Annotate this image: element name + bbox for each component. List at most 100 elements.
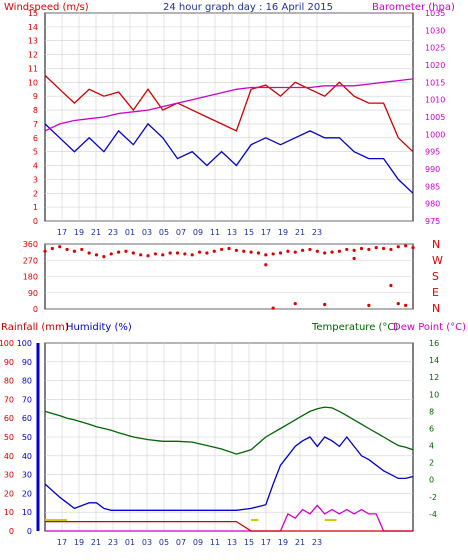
baro-tick-label: 975 bbox=[425, 217, 440, 226]
series-line-rain bbox=[45, 520, 413, 532]
lower-x-tick-label: 05 bbox=[159, 538, 169, 547]
temp-tick-label: 12 bbox=[429, 373, 439, 382]
direction-point bbox=[323, 302, 327, 307]
direction-point bbox=[43, 249, 47, 253]
lower-x-tick-label: 21 bbox=[91, 538, 101, 547]
rain-tick-label: 20 bbox=[4, 489, 14, 498]
rain-tick-label: 40 bbox=[4, 452, 14, 461]
compass-label: E bbox=[432, 286, 439, 299]
baro-tick-label: 1000 bbox=[425, 130, 445, 139]
direction-point bbox=[175, 251, 180, 255]
direction-point bbox=[87, 251, 91, 255]
wind-tick-label: 12 bbox=[28, 51, 38, 60]
baro-tick-label: 980 bbox=[425, 200, 440, 209]
wind-x-tick-label: 21 bbox=[295, 228, 305, 237]
temp-tick-label: 8 bbox=[429, 407, 434, 416]
wind-tick-label: 9 bbox=[33, 92, 38, 101]
direction-point bbox=[183, 252, 187, 256]
lower-x-tick-label: 17 bbox=[57, 538, 67, 547]
direction-point bbox=[345, 247, 349, 252]
direction-point bbox=[249, 250, 253, 254]
baro-tick-label: 990 bbox=[425, 165, 440, 174]
direction-point bbox=[286, 249, 290, 253]
wind-tick-label: 4 bbox=[33, 162, 38, 171]
wind-tick-label: 13 bbox=[28, 37, 38, 46]
wind-x-tick-label: 07 bbox=[176, 228, 186, 237]
wind-axis-label: Windspeed (m/s) bbox=[4, 2, 89, 13]
series-line-baro bbox=[44, 78, 414, 132]
wind-tick-label: 10 bbox=[28, 78, 38, 87]
direction-point bbox=[124, 249, 128, 253]
wind-x-tick-label: 13 bbox=[227, 228, 237, 237]
direction-point bbox=[411, 246, 415, 250]
rain-tick-label: 80 bbox=[4, 377, 14, 386]
temp-tick-label: 4 bbox=[429, 442, 434, 451]
direction-point bbox=[352, 256, 356, 261]
wind-x-tick-label: 17 bbox=[261, 228, 271, 237]
direction-point bbox=[72, 249, 77, 253]
direction-point bbox=[80, 247, 84, 252]
direction-point bbox=[94, 253, 99, 257]
direction-point bbox=[117, 250, 121, 254]
lower-x-tick-label: 23 bbox=[108, 538, 118, 547]
direction-point bbox=[278, 251, 283, 255]
direction-point bbox=[367, 303, 371, 307]
baro-tick-label: 1010 bbox=[425, 96, 445, 105]
baro-tick-label: 1030 bbox=[425, 26, 445, 35]
direction-point bbox=[227, 246, 231, 251]
humidity-tick-label: 100 bbox=[17, 339, 32, 348]
direction-point bbox=[301, 248, 305, 252]
series-line-wind bbox=[44, 122, 414, 194]
direction-point bbox=[271, 252, 275, 256]
wind-x-tick-label: 01 bbox=[125, 228, 135, 237]
lower-x-tick-label: 19 bbox=[278, 538, 288, 547]
wind-x-tick-label: 09 bbox=[193, 228, 203, 237]
lower-x-tick-label: 01 bbox=[125, 538, 135, 547]
wind-barometer-panel: 0123456789101112131415975980985990995100… bbox=[4, 2, 455, 237]
wind-x-tick-label: 03 bbox=[142, 228, 152, 237]
wind-x-tick-label: 19 bbox=[74, 228, 84, 237]
lower-x-tick-label: 09 bbox=[193, 538, 203, 547]
humidity-tick-label: 90 bbox=[22, 358, 32, 367]
wind-x-tick-label: 17 bbox=[57, 228, 67, 237]
rain-tick-label: 90 bbox=[4, 358, 14, 367]
baro-axis-label: Barometer (hpa) bbox=[372, 2, 455, 13]
lower-x-tick-label: 21 bbox=[295, 538, 305, 547]
direction-point bbox=[404, 244, 408, 248]
temp-tick-label: 10 bbox=[429, 390, 439, 399]
direction-point bbox=[146, 254, 150, 258]
baro-tick-label: 995 bbox=[425, 148, 440, 157]
direction-point bbox=[330, 250, 334, 254]
wind-tick-label: 7 bbox=[33, 120, 38, 129]
compass-label: N bbox=[432, 302, 440, 315]
compass-label: S bbox=[432, 270, 439, 283]
series-line-gust bbox=[44, 74, 414, 153]
lower-x-tick-label: 19 bbox=[74, 538, 84, 547]
baro-tick-label: 1035 bbox=[425, 9, 445, 18]
humidity-tick-label: 40 bbox=[22, 452, 32, 461]
wind-tick-label: 5 bbox=[33, 148, 38, 157]
rain-tick-label: 70 bbox=[4, 395, 14, 404]
direction-point bbox=[337, 249, 341, 253]
lower-x-tick-label: 11 bbox=[210, 538, 220, 547]
wind-tick-label: 15 bbox=[28, 9, 38, 18]
lower-x-tick-label: 15 bbox=[244, 538, 254, 547]
series-line-humidity bbox=[44, 435, 414, 511]
wind-tick-label: 14 bbox=[28, 23, 38, 32]
dewpoint-axis-label: Dew Point (°C) bbox=[393, 322, 466, 333]
direction-tick-label: 270 bbox=[23, 256, 38, 265]
direction-point bbox=[264, 253, 268, 257]
lower-x-tick-label: 23 bbox=[312, 538, 322, 547]
wind-x-tick-label: 05 bbox=[159, 228, 169, 237]
baro-tick-label: 1020 bbox=[425, 61, 445, 70]
direction-point bbox=[374, 246, 378, 250]
wind-tick-label: 1 bbox=[33, 203, 38, 212]
direction-point bbox=[293, 250, 297, 254]
rain-tick-label: 10 bbox=[4, 508, 14, 517]
rain-tick-label: 30 bbox=[4, 471, 14, 480]
direction-point bbox=[220, 247, 224, 252]
humidity-tick-label: 30 bbox=[22, 471, 32, 480]
temp-tick-label: 14 bbox=[429, 356, 439, 365]
direction-point bbox=[197, 250, 202, 254]
